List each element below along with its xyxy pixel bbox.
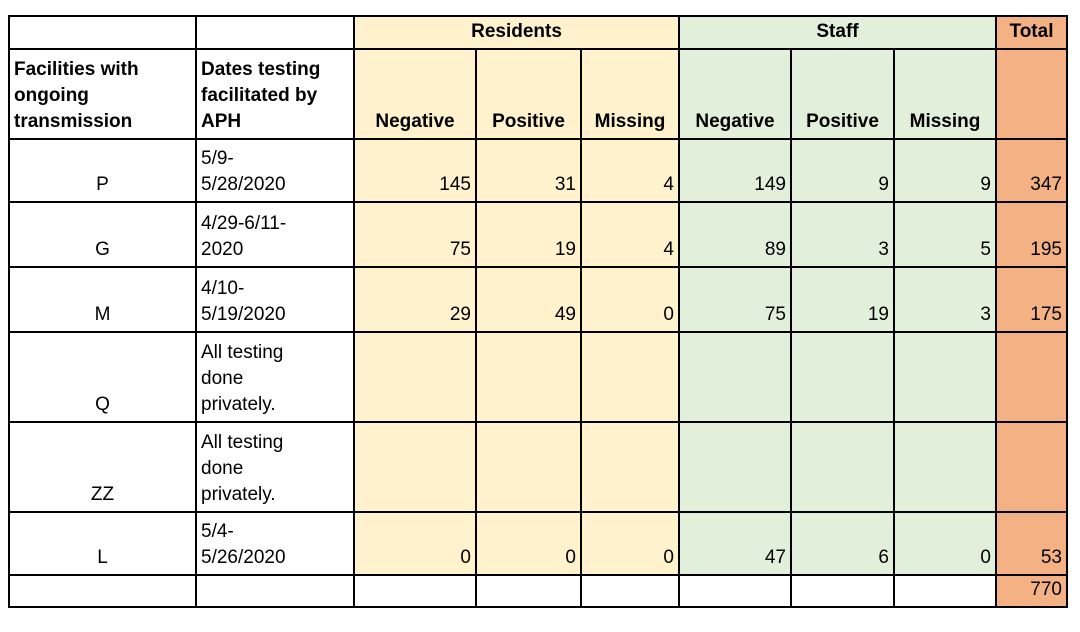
dates-cell: All testing done privately. (195, 421, 355, 513)
staff-negative-cell: 75 (678, 266, 792, 333)
dates-cell: All testing done privately. (195, 331, 355, 423)
res-missing-cell: 0 (580, 511, 680, 576)
res-missing-cell: 0 (580, 266, 680, 333)
staff-positive-cell (790, 421, 895, 513)
dates-cell: 4/29-6/11- 2020 (195, 201, 355, 268)
staff-positive-cell: 6 (790, 511, 895, 576)
staff-missing-cell: 5 (893, 201, 997, 268)
staff-negative-cell: 149 (678, 138, 792, 203)
row-total-cell: 195 (995, 201, 1068, 268)
facility-cell: L (8, 511, 197, 576)
res-negative-cell: 0 (353, 511, 477, 576)
total-header-spacer-cell (995, 48, 1068, 140)
facility-column-header: Facilities with ongoing transmission (8, 48, 197, 140)
res-positive-cell: 19 (475, 201, 582, 268)
staff-missing-cell: 0 (893, 511, 997, 576)
empty-footer-cell (580, 574, 680, 608)
staff-negative-cell: 47 (678, 511, 792, 576)
facility-cell: M (8, 266, 197, 333)
residents-positive-header: Positive (475, 48, 582, 140)
staff-missing-cell: 3 (893, 266, 997, 333)
res-negative-cell (353, 421, 477, 513)
res-negative-cell: 145 (353, 138, 477, 203)
res-positive-cell (475, 331, 582, 423)
facility-row-l: L 5/4- 5/26/2020 0 0 0 47 6 0 53 (8, 511, 1068, 576)
staff-negative-cell (678, 331, 792, 423)
res-negative-cell: 29 (353, 266, 477, 333)
staff-missing-cell (893, 331, 997, 423)
res-positive-cell: 0 (475, 511, 582, 576)
empty-footer-cell (893, 574, 997, 608)
res-positive-cell (475, 421, 582, 513)
facility-cell: ZZ (8, 421, 197, 513)
grand-total-cell: 770 (995, 574, 1068, 608)
staff-positive-header: Positive (790, 48, 895, 140)
column-header-row: Facilities with ongoing transmission Dat… (8, 48, 1068, 140)
facility-cell: G (8, 201, 197, 268)
row-total-cell: 175 (995, 266, 1068, 333)
dates-cell: 5/9- 5/28/2020 (195, 138, 355, 203)
empty-corner-cell-2 (195, 15, 355, 50)
staff-positive-cell: 19 (790, 266, 895, 333)
row-total-cell: 53 (995, 511, 1068, 576)
row-total-cell: 347 (995, 138, 1068, 203)
empty-corner-cell-1 (8, 15, 197, 50)
empty-footer-cell (678, 574, 792, 608)
empty-footer-cell (195, 574, 355, 608)
res-positive-cell: 31 (475, 138, 582, 203)
empty-footer-cell (475, 574, 582, 608)
dates-cell: 4/10- 5/19/2020 (195, 266, 355, 333)
empty-footer-cell (790, 574, 895, 608)
dates-column-header: Dates testing facilitated by APH (195, 48, 355, 140)
residents-negative-header: Negative (353, 48, 477, 140)
empty-footer-cell (8, 574, 197, 608)
staff-missing-cell (893, 421, 997, 513)
staff-negative-cell (678, 421, 792, 513)
row-total-cell (995, 331, 1068, 423)
res-missing-cell (580, 421, 680, 513)
grand-total-row: 770 (8, 574, 1068, 608)
staff-group-header: Staff (678, 15, 997, 50)
res-negative-cell (353, 331, 477, 423)
facility-cell: P (8, 138, 197, 203)
group-header-row: Residents Staff Total (8, 15, 1068, 50)
res-missing-cell: 4 (580, 201, 680, 268)
total-header: Total (995, 15, 1068, 50)
facility-row-g: G 4/29-6/11- 2020 75 19 4 89 3 5 195 (8, 201, 1068, 268)
res-positive-cell: 49 (475, 266, 582, 333)
residents-group-header: Residents (353, 15, 680, 50)
staff-missing-cell: 9 (893, 138, 997, 203)
res-missing-cell: 4 (580, 138, 680, 203)
staff-negative-header: Negative (678, 48, 792, 140)
empty-footer-cell (353, 574, 477, 608)
res-negative-cell: 75 (353, 201, 477, 268)
res-missing-cell (580, 331, 680, 423)
row-total-cell (995, 421, 1068, 513)
staff-missing-header: Missing (893, 48, 997, 140)
staff-positive-cell (790, 331, 895, 423)
facility-row-p: P 5/9- 5/28/2020 145 31 4 149 9 9 347 (8, 138, 1068, 203)
facility-row-zz: ZZ All testing done privately. (8, 421, 1068, 513)
facility-cell: Q (8, 331, 197, 423)
dates-cell: 5/4- 5/26/2020 (195, 511, 355, 576)
facility-row-q: Q All testing done privately. (8, 331, 1068, 423)
facility-row-m: M 4/10- 5/19/2020 29 49 0 75 19 3 175 (8, 266, 1068, 333)
testing-results-table: Residents Staff Total Facilities with on… (8, 15, 1068, 608)
staff-positive-cell: 9 (790, 138, 895, 203)
staff-negative-cell: 89 (678, 201, 792, 268)
residents-missing-header: Missing (580, 48, 680, 140)
staff-positive-cell: 3 (790, 201, 895, 268)
